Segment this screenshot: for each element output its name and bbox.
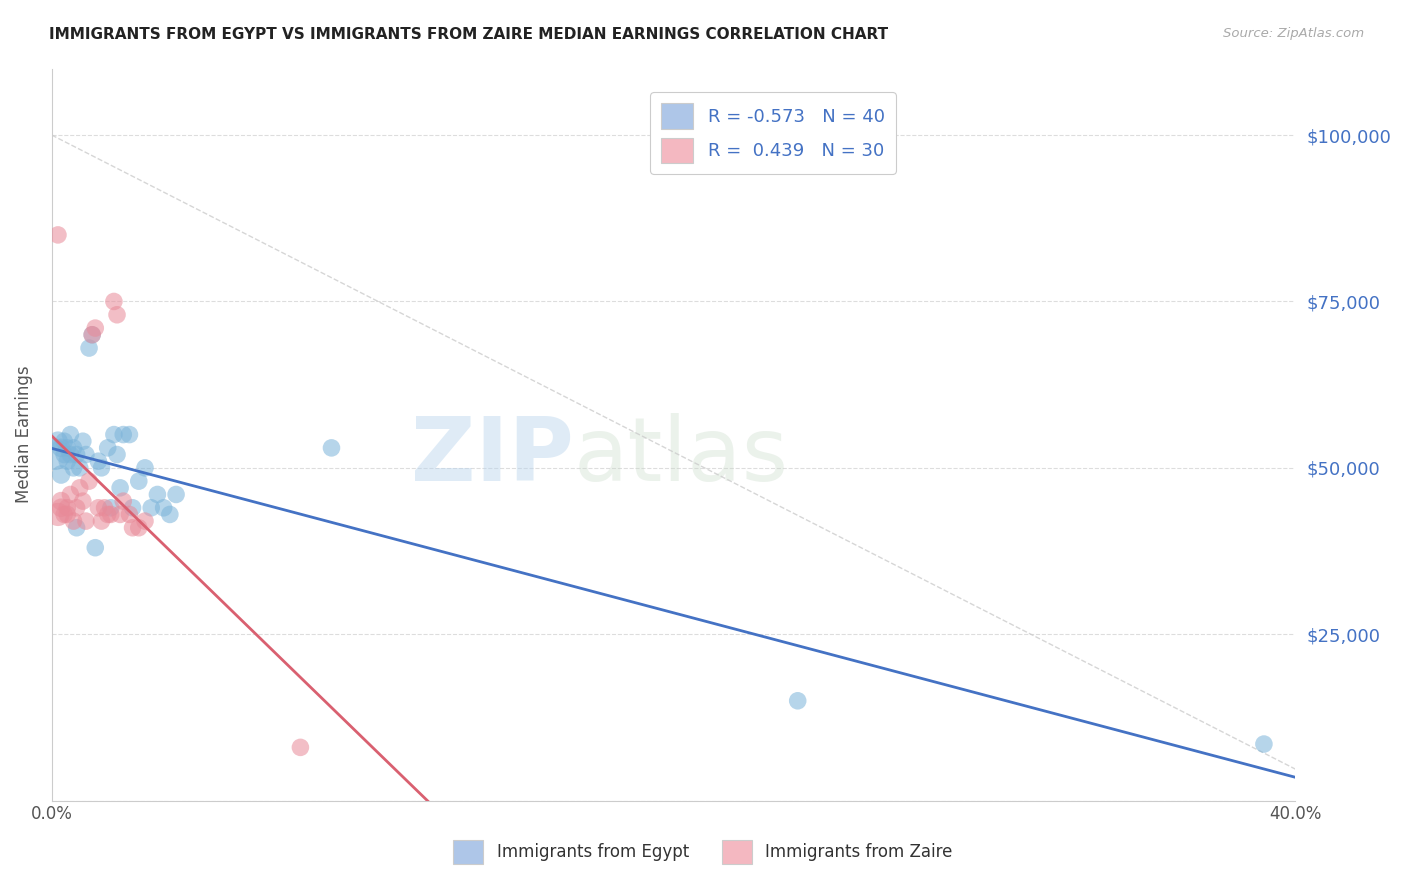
Point xyxy=(49,467,72,482)
Point xyxy=(59,487,82,501)
Point xyxy=(49,500,72,515)
Point xyxy=(103,294,125,309)
Point xyxy=(72,434,94,449)
Point xyxy=(46,508,69,522)
Point xyxy=(49,441,72,455)
Point xyxy=(97,441,120,455)
Point xyxy=(118,508,141,522)
Point xyxy=(84,541,107,555)
Point xyxy=(62,460,84,475)
Point xyxy=(97,508,120,522)
Point xyxy=(56,441,79,455)
Point xyxy=(128,474,150,488)
Point xyxy=(87,500,110,515)
Point xyxy=(108,481,131,495)
Point xyxy=(62,514,84,528)
Point xyxy=(65,521,87,535)
Point xyxy=(105,448,128,462)
Point xyxy=(53,508,76,522)
Point xyxy=(90,460,112,475)
Point xyxy=(46,227,69,242)
Legend: Immigrants from Egypt, Immigrants from Zaire: Immigrants from Egypt, Immigrants from Z… xyxy=(447,833,959,871)
Point xyxy=(87,454,110,468)
Point xyxy=(59,448,82,462)
Text: Source: ZipAtlas.com: Source: ZipAtlas.com xyxy=(1223,27,1364,40)
Point xyxy=(321,441,343,455)
Text: ZIP: ZIP xyxy=(411,413,574,500)
Point xyxy=(77,474,100,488)
Point xyxy=(159,508,181,522)
Point xyxy=(82,327,104,342)
Point xyxy=(56,508,79,522)
Point xyxy=(134,460,156,475)
Point xyxy=(65,448,87,462)
Point xyxy=(69,481,91,495)
Point xyxy=(134,514,156,528)
Text: IMMIGRANTS FROM EGYPT VS IMMIGRANTS FROM ZAIRE MEDIAN EARNINGS CORRELATION CHART: IMMIGRANTS FROM EGYPT VS IMMIGRANTS FROM… xyxy=(49,27,889,42)
Point xyxy=(786,694,808,708)
Point xyxy=(56,454,79,468)
Point xyxy=(121,521,143,535)
Point xyxy=(65,500,87,515)
Point xyxy=(44,448,66,462)
Point xyxy=(93,500,115,515)
Point xyxy=(77,341,100,355)
Point xyxy=(112,494,135,508)
Point xyxy=(82,327,104,342)
Point xyxy=(112,427,135,442)
Point xyxy=(121,500,143,515)
Legend: R = -0.573   N = 40, R =  0.439   N = 30: R = -0.573 N = 40, R = 0.439 N = 30 xyxy=(650,92,896,174)
Point xyxy=(84,321,107,335)
Point xyxy=(53,434,76,449)
Point xyxy=(146,487,169,501)
Point xyxy=(69,460,91,475)
Point xyxy=(56,500,79,515)
Point xyxy=(152,500,174,515)
Point xyxy=(118,427,141,442)
Point xyxy=(105,308,128,322)
Point xyxy=(108,508,131,522)
Point xyxy=(100,508,122,522)
Point xyxy=(290,740,312,755)
Point xyxy=(49,494,72,508)
Y-axis label: Median Earnings: Median Earnings xyxy=(15,366,32,503)
Point xyxy=(75,448,97,462)
Point xyxy=(75,514,97,528)
Point xyxy=(100,500,122,515)
Point xyxy=(72,494,94,508)
Point xyxy=(62,441,84,455)
Point xyxy=(141,500,163,515)
Point xyxy=(128,521,150,535)
Point xyxy=(46,434,69,449)
Point xyxy=(165,487,187,501)
Point xyxy=(53,448,76,462)
Point xyxy=(90,514,112,528)
Text: atlas: atlas xyxy=(574,413,789,500)
Point xyxy=(1253,737,1275,751)
Point xyxy=(103,427,125,442)
Point xyxy=(59,427,82,442)
